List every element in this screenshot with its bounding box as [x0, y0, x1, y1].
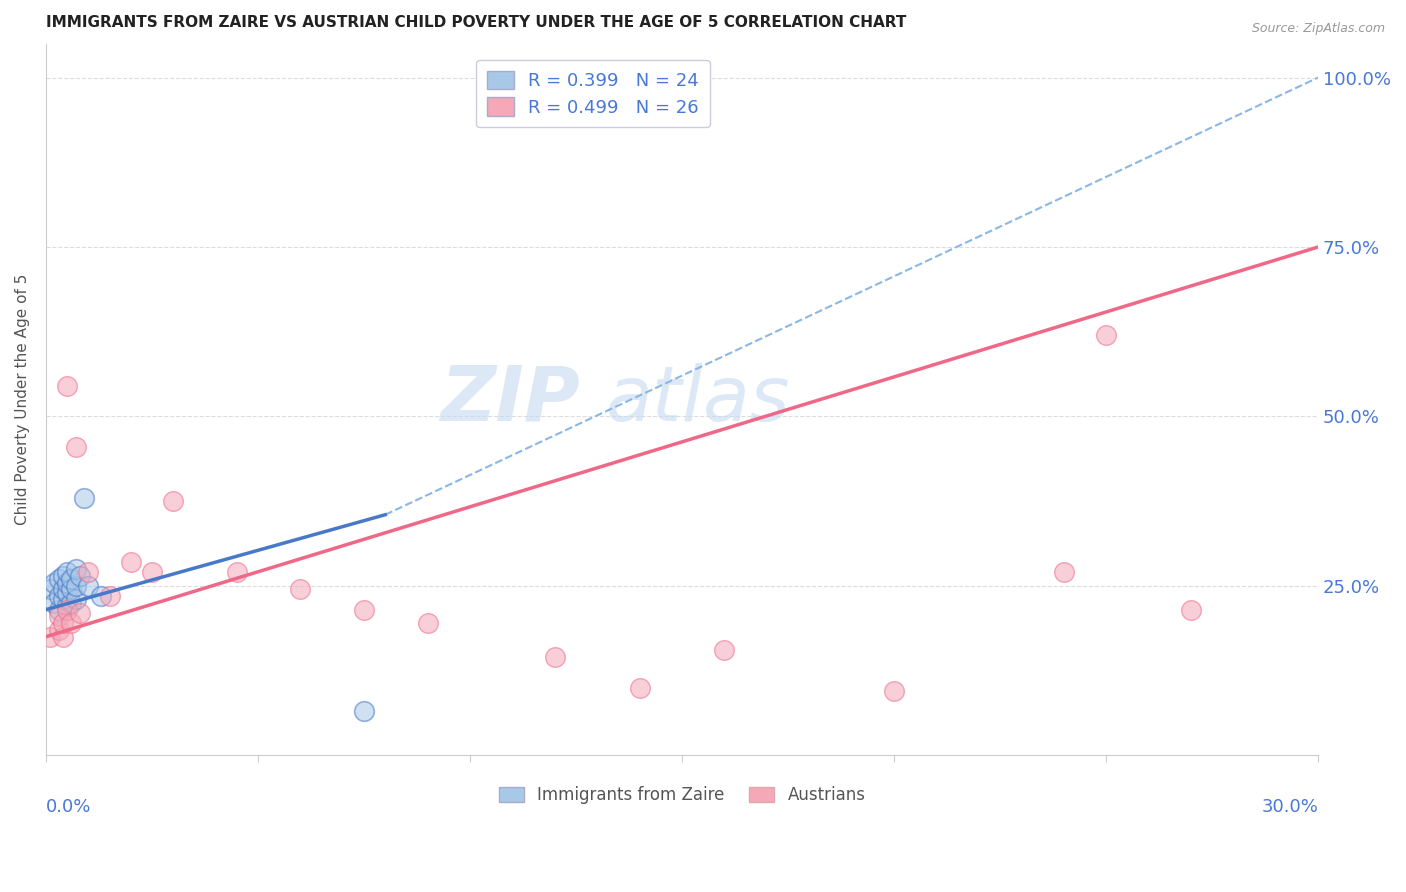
Point	[120, 555, 142, 569]
Point	[73, 491, 96, 505]
Point	[48, 572, 70, 586]
Point	[48, 609, 70, 624]
Point	[69, 606, 91, 620]
Point	[1095, 328, 1118, 343]
Point	[60, 572, 83, 586]
Point	[52, 568, 75, 582]
Point	[290, 582, 312, 597]
Point	[69, 568, 91, 582]
Point	[56, 379, 79, 393]
Point	[60, 616, 83, 631]
Point	[48, 589, 70, 603]
Point	[56, 602, 79, 616]
Point	[1180, 602, 1202, 616]
Point	[56, 566, 79, 580]
Point	[162, 494, 184, 508]
Point	[77, 566, 100, 580]
Point	[56, 585, 79, 599]
Point	[628, 681, 651, 695]
Text: 0.0%: 0.0%	[46, 798, 91, 816]
Point	[90, 589, 112, 603]
Point	[883, 684, 905, 698]
Text: 30.0%: 30.0%	[1261, 798, 1319, 816]
Point	[39, 630, 62, 644]
Point	[52, 630, 75, 644]
Point	[416, 616, 439, 631]
Point	[44, 596, 66, 610]
Point	[65, 440, 87, 454]
Point	[48, 623, 70, 637]
Point	[44, 575, 66, 590]
Text: ZIP: ZIP	[440, 362, 581, 436]
Point	[353, 602, 375, 616]
Point	[225, 566, 247, 580]
Point	[48, 602, 70, 616]
Point	[65, 592, 87, 607]
Point	[1053, 566, 1076, 580]
Point	[65, 562, 87, 576]
Point	[52, 592, 75, 607]
Point	[65, 579, 87, 593]
Text: Source: ZipAtlas.com: Source: ZipAtlas.com	[1251, 22, 1385, 36]
Point	[60, 582, 83, 597]
Text: atlas: atlas	[606, 362, 790, 436]
Point	[98, 589, 121, 603]
Point	[52, 582, 75, 597]
Point	[60, 596, 83, 610]
Point	[56, 575, 79, 590]
Point	[544, 650, 567, 665]
Point	[713, 643, 735, 657]
Point	[353, 704, 375, 718]
Point	[56, 599, 79, 614]
Y-axis label: Child Poverty Under the Age of 5: Child Poverty Under the Age of 5	[15, 274, 30, 525]
Point	[77, 579, 100, 593]
Legend: Immigrants from Zaire, Austrians: Immigrants from Zaire, Austrians	[492, 780, 872, 811]
Point	[52, 616, 75, 631]
Point	[141, 566, 163, 580]
Text: IMMIGRANTS FROM ZAIRE VS AUSTRIAN CHILD POVERTY UNDER THE AGE OF 5 CORRELATION C: IMMIGRANTS FROM ZAIRE VS AUSTRIAN CHILD …	[46, 15, 907, 30]
Point	[39, 582, 62, 597]
